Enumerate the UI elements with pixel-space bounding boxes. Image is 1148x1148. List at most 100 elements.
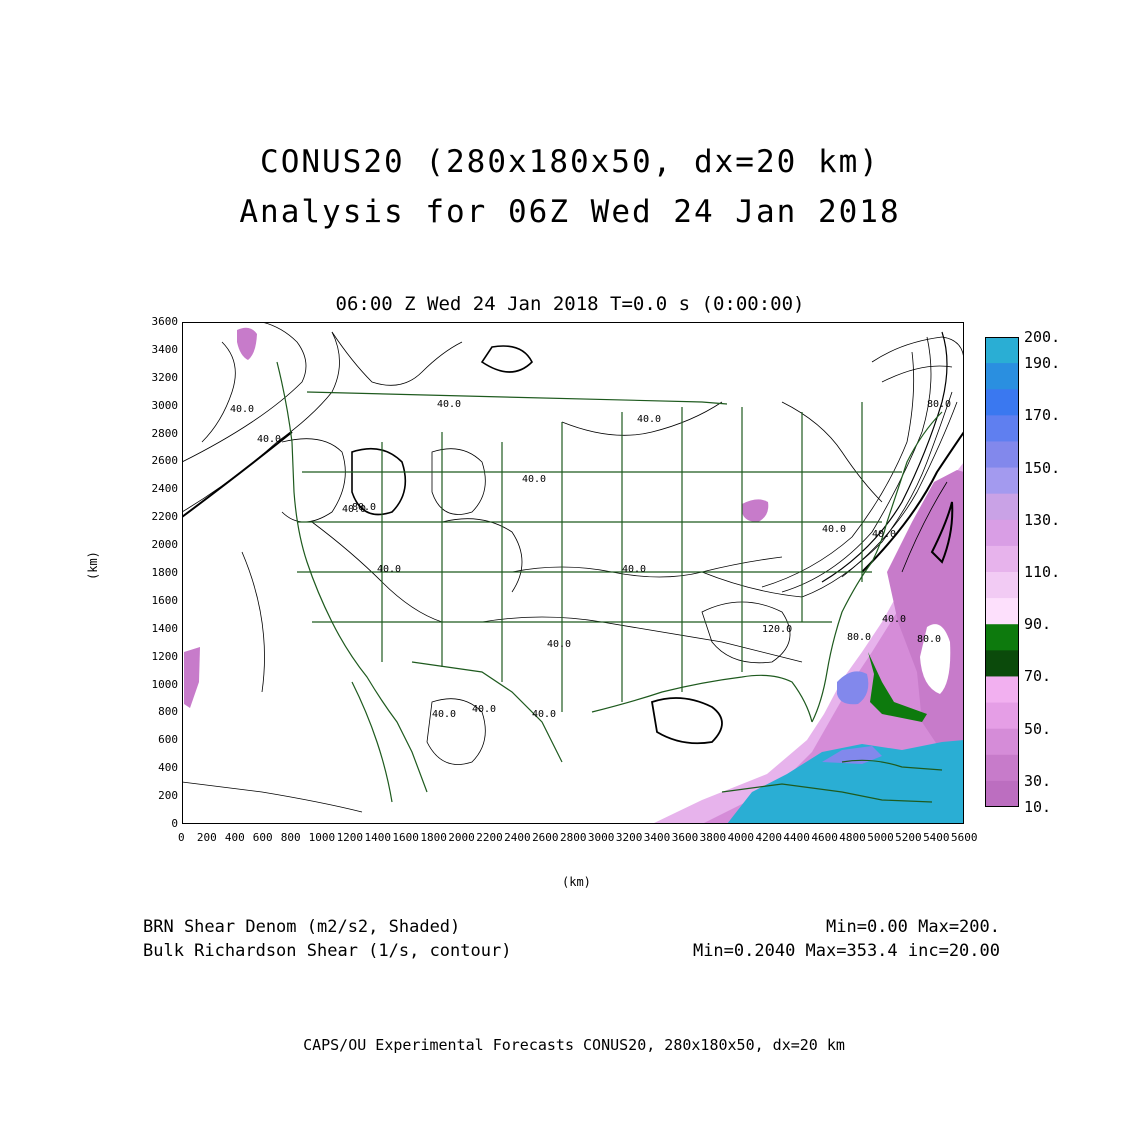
plot-frame (182, 322, 964, 824)
shaded-field (184, 327, 964, 824)
x-tick-label: 1600 (392, 831, 419, 844)
x-tick-label: 400 (224, 831, 245, 844)
colorbar-swatch (985, 598, 1019, 625)
colorbar-tick-label: 190. (1024, 354, 1061, 373)
y-tick-label: 2800 (151, 426, 179, 440)
y-tick-label: 3600 (151, 315, 179, 328)
contour-label: 40.0 (437, 399, 461, 410)
x-tick-label: 4400 (783, 831, 810, 844)
contour-label: 40.0 (472, 704, 496, 715)
x-tick-label: 3800 (699, 831, 727, 844)
border-mexico (411, 661, 563, 763)
shade-caribbean-cyan (727, 740, 964, 824)
plot-title-line1: CONUS20 (280x180x50, dx=20 km) (260, 144, 880, 180)
colorbar-frame (985, 337, 1019, 807)
x-tick-label: 2200 (476, 831, 503, 844)
x-tick-label: 3400 (643, 831, 671, 844)
contour-label: 40.0 (872, 529, 896, 540)
border-canada (306, 391, 728, 405)
colorbar-tick-label: 200. (1024, 328, 1061, 346)
y-tick-label: 1800 (151, 566, 179, 579)
contour-label: 40.0 (622, 564, 646, 575)
y-tick-label: 1600 (151, 593, 179, 607)
x-tick-label: 0 (178, 831, 185, 844)
contour-label: 40.0 (257, 434, 281, 445)
x-tick-label: 800 (280, 831, 301, 844)
shade-blue-patch (837, 671, 869, 705)
x-tick-label: 600 (252, 831, 273, 844)
y-tick-label: 1400 (151, 621, 179, 635)
caribbean-islands (721, 783, 933, 803)
contour-label: 40.0 (547, 639, 571, 650)
y-axis-label: (km) (86, 551, 100, 580)
contour-label: 80.0 (917, 634, 941, 645)
contour-label: 80.0 (847, 632, 871, 643)
colorbar-swatch (985, 676, 1019, 704)
y-tick-label: 2400 (151, 482, 179, 496)
contour-range-label: Min=0.2040 Max=353.4 inc=20.00 (692, 941, 1000, 961)
map-boundaries (276, 361, 943, 803)
x-tick-label: 5000 (867, 831, 894, 844)
contour-label: 40.0 (637, 414, 661, 425)
x-tick-label: 4600 (811, 831, 838, 844)
contour-label: 40.0 (342, 504, 366, 515)
x-tick-label: 5600 (951, 831, 978, 844)
colorbar-swatch (985, 702, 1019, 730)
x-tick-label: 2000 (448, 831, 475, 844)
contour-label: 80.0 (927, 399, 951, 410)
colorbar-tick-label: 30. (1024, 771, 1052, 790)
colorbar-swatch (985, 493, 1019, 521)
y-tick-label: 0 (171, 817, 178, 830)
colorbar-swatch (985, 624, 1019, 651)
y-tick-label: 3200 (151, 370, 179, 384)
colorbar-tick-label: 150. (1024, 458, 1061, 477)
footer-credit: CAPS/OU Experimental Forecasts CONUS20, … (303, 1036, 845, 1054)
contour-label-group: 40.0 40.0 40.0 40.0 80.0 40.0 40.0 40.0 80.0 40.0… (230, 399, 951, 720)
colorbar-swatch (985, 650, 1019, 677)
contour-label: 40.0 (432, 709, 456, 720)
colorbar (985, 337, 1019, 807)
colorbar-tick-label: 170. (1024, 406, 1061, 425)
colorbar-tick-label: 110. (1024, 563, 1061, 581)
shade-atlantic-mid (702, 472, 964, 824)
contour-label: 40.0 (822, 524, 846, 535)
colorbar-swatch (985, 337, 1019, 364)
colorbar-swatch (985, 780, 1019, 807)
contour-label: 40.0 (230, 404, 254, 415)
colorbar-tick-label: 90. (1024, 615, 1052, 634)
x-tick-label: 1800 (420, 831, 447, 844)
y-tick-label: 3400 (151, 342, 179, 356)
shaded-field-label: BRN Shear Denom (m2/s2, Shaded) (143, 917, 461, 937)
x-tick-label: 5400 (923, 831, 950, 844)
colorbar-swatch (985, 389, 1019, 416)
cuba-outline (841, 759, 943, 771)
contour-lines (182, 322, 964, 813)
y-tick-label: 3000 (151, 398, 179, 412)
contour-label: 120.0 (762, 624, 792, 635)
colorbar-swatch (985, 754, 1019, 782)
x-axis-label: (km) (562, 875, 591, 889)
contour-label: 40.0 (882, 614, 906, 625)
colorbar-tick-label: 10. (1024, 798, 1052, 816)
west-coast-line (276, 361, 428, 793)
colorbar-swatches (985, 337, 1019, 807)
gulf-coast (591, 674, 813, 723)
y-tick-label: 2000 (151, 538, 179, 552)
contour-label: 40.0 (532, 709, 556, 720)
east-coast (811, 411, 943, 723)
shade-pacific-blob (184, 647, 200, 708)
contour-label: 40.0 (522, 474, 546, 485)
x-tick-label: 3000 (587, 831, 615, 844)
shade-atlantic-hole (920, 624, 951, 694)
x-tick-label: 200 (196, 831, 217, 844)
y-tick-label: 200 (158, 789, 178, 803)
colorbar-tick-label: 70. (1024, 667, 1052, 686)
colorbar-swatch (985, 519, 1019, 547)
colorbar-swatch (985, 415, 1019, 442)
x-tick-label: 2600 (532, 831, 559, 844)
contour-field-label: Bulk Richardson Shear (1/s, contour) (143, 941, 512, 961)
x-tick-label: 1400 (364, 831, 392, 844)
shade-west-blob (237, 327, 257, 360)
plot-title-line2: Analysis for 06Z Wed 24 Jan 2018 (239, 194, 901, 230)
colorbar-swatch (985, 545, 1019, 573)
